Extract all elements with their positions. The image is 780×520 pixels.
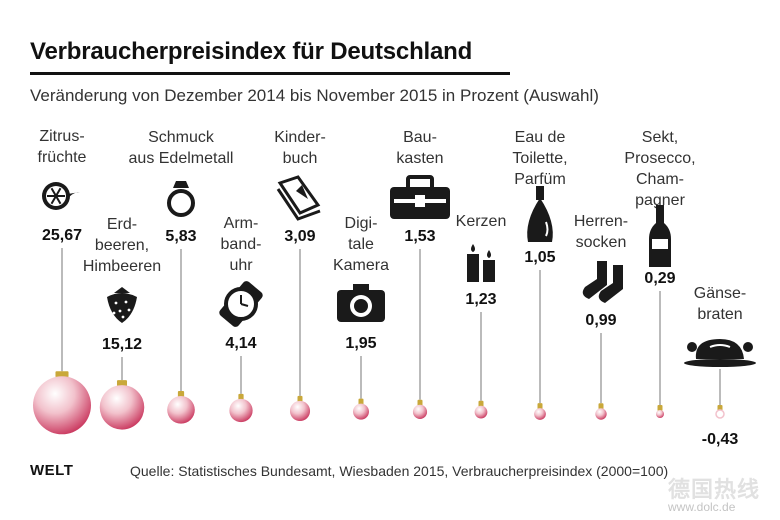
category-label: Kamera <box>333 257 389 274</box>
category-label: kasten <box>396 150 443 167</box>
category-label: Arm- <box>224 215 259 232</box>
ring-icon <box>167 181 195 217</box>
ornament-group: Digi-tale Kamera 1,95 <box>333 215 389 420</box>
ornament-group: Zitrus-früchte 25,67 <box>33 128 91 435</box>
value-label: 1,95 <box>345 335 376 352</box>
category-label: uhr <box>229 257 253 274</box>
ornament-group: Gänse-braten -0,43 <box>684 285 756 448</box>
ornament-ball <box>534 408 546 420</box>
bottle-icon <box>649 205 671 267</box>
citrus-icon <box>42 182 80 210</box>
watch-icon <box>219 281 263 327</box>
category-label: Schmuck <box>148 129 215 146</box>
ornament-group: Herren-socken 0,99 <box>574 213 628 420</box>
ornament-cap <box>537 403 543 410</box>
ornament-cap <box>598 403 604 410</box>
category-label: Prosecco, <box>624 150 695 167</box>
category-label: Toilette, <box>512 150 567 167</box>
chart-title: Verbraucherpreisindex für Deutschland <box>30 38 473 65</box>
category-label: Sekt, <box>642 129 678 146</box>
category-label: Kinder- <box>274 129 326 146</box>
chart-subtitle: Veränderung von Dezember 2014 bis Novemb… <box>30 86 599 105</box>
ornament-cap <box>657 405 663 411</box>
ornament-ball <box>33 376 91 435</box>
roast-goose-icon <box>684 339 756 367</box>
ornament-cap <box>177 391 185 398</box>
value-label: 5,83 <box>165 228 196 245</box>
category-label: Parfüm <box>514 171 566 188</box>
welt-logo: WELT <box>30 462 74 479</box>
ornament-ball <box>99 385 145 430</box>
toolbox-icon <box>390 175 450 219</box>
ornament-ball <box>167 396 195 424</box>
value-label: 4,14 <box>225 335 256 352</box>
ornament-ball <box>289 400 311 422</box>
value-label: 1,53 <box>404 228 435 245</box>
value-label: 25,67 <box>42 227 82 244</box>
ornament-group: Schmuck aus Edelmetall 5,83 <box>129 129 234 424</box>
ornament-ball <box>229 398 253 423</box>
category-label: Erd- <box>107 216 137 233</box>
value-label: 1,05 <box>524 249 555 266</box>
ornament-cap <box>297 395 303 402</box>
value-label: 3,09 <box>284 228 315 245</box>
category-label: beeren, <box>95 237 149 254</box>
ornament-cap <box>238 393 244 400</box>
category-label: Kerzen <box>456 213 507 230</box>
ornament-cap <box>55 371 69 378</box>
ornament-ball-negative <box>715 409 725 419</box>
ornament-chart: Zitrus-früchte 25,67 Erd-beeren, Himbeeren 1… <box>33 128 756 448</box>
category-label: Herren- <box>574 213 628 230</box>
ornament-ball <box>595 408 607 420</box>
category-label: früchte <box>38 149 87 166</box>
ornament-group: Eau de Toilette, Parfüm 1,05 <box>512 129 568 420</box>
category-label: socken <box>576 234 627 251</box>
ornament-group: Kerzen 1,23 <box>456 213 507 419</box>
category-label: Cham- <box>636 171 684 188</box>
category-label: braten <box>697 306 742 323</box>
ornament-ball <box>656 410 664 418</box>
category-label: Digi- <box>345 215 378 232</box>
candles-icon <box>467 244 495 282</box>
title-underline <box>30 72 510 75</box>
camera-icon <box>337 284 385 322</box>
ornament-group: Erd-beeren, Himbeeren 15,12 <box>83 216 161 430</box>
book-icon <box>276 175 321 221</box>
category-label: Zitrus- <box>39 128 84 145</box>
ornament-ball <box>353 403 369 420</box>
value-label: 0,99 <box>585 312 616 329</box>
ornament-group: Bau-kasten 1,53 <box>390 129 450 419</box>
source-note: Quelle: Statistisches Bundesamt, Wiesbad… <box>130 463 669 479</box>
category-label: band- <box>221 236 262 253</box>
watermark-logo: 德国热线 <box>668 477 761 502</box>
ornament-cap <box>116 380 128 387</box>
value-label: 15,12 <box>102 336 142 353</box>
category-label: Gänse- <box>694 285 746 302</box>
watermark-url: www.dolc.de <box>668 500 736 514</box>
category-label: Himbeeren <box>83 258 161 275</box>
ornament-group: Kinder-buch 3,09 <box>274 129 326 422</box>
strawberry-icon <box>107 287 137 323</box>
category-label: Eau de <box>515 129 566 146</box>
ornament-group: Arm-band-uhr 4,14 <box>219 215 263 423</box>
ornament-group: Sekt, Prosecco, Cham-pagner 0,29 <box>624 129 696 418</box>
category-label: tale <box>348 236 374 253</box>
ornament-cap <box>478 400 484 407</box>
value-label: 1,23 <box>465 291 496 308</box>
ornament-cap <box>358 398 364 405</box>
socks-icon <box>582 261 623 303</box>
ornament-ball <box>412 404 428 419</box>
ornament-cap <box>417 399 423 406</box>
category-label: buch <box>283 150 318 167</box>
category-label: aus Edelmetall <box>129 150 234 167</box>
value-label: -0,43 <box>702 431 739 448</box>
category-label: pagner <box>635 192 685 209</box>
perfume-icon <box>527 186 553 242</box>
category-label: Bau- <box>403 129 437 146</box>
value-label: 0,29 <box>644 270 675 287</box>
ornament-ball <box>474 405 488 419</box>
